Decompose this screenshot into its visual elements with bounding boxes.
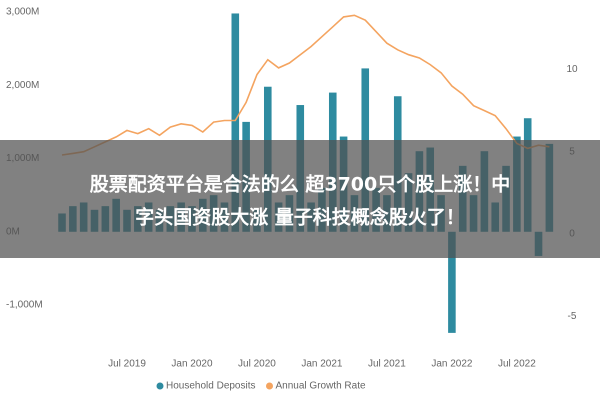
x-tick-label: Jul 2020 <box>238 359 276 370</box>
x-tick-label: Jul 2019 <box>108 359 146 370</box>
banner-text: 股票配资平台是合法的么 超3700只个股上涨！中 <box>90 173 511 196</box>
x-tick-label: Jan 2020 <box>171 359 213 370</box>
y-tick-label: 3,000M <box>6 7 39 18</box>
legend-marker <box>156 382 164 390</box>
bar <box>448 231 456 333</box>
banner-text: 字头国资股大涨 量子科技概念股火了！ <box>135 206 465 229</box>
y2-tick-label: 10 <box>566 64 578 75</box>
bar <box>231 13 240 232</box>
line <box>61 14 550 156</box>
x-tick-label: Jul 2021 <box>368 359 406 370</box>
x-tick-label: Jan 2021 <box>301 359 343 370</box>
y-tick-label: 2,000M <box>6 80 39 91</box>
y2-tick-label: -5 <box>568 311 577 322</box>
x-tick-label: Jul 2022 <box>498 359 536 370</box>
legend-marker <box>266 382 273 390</box>
legend-label: Annual Growth Rate <box>276 381 366 392</box>
x-tick-label: Jan 2022 <box>431 359 473 370</box>
y-tick-label: -1,000M <box>6 300 43 311</box>
banner-background <box>0 140 600 258</box>
legend-label: Household Deposits <box>166 381 256 392</box>
